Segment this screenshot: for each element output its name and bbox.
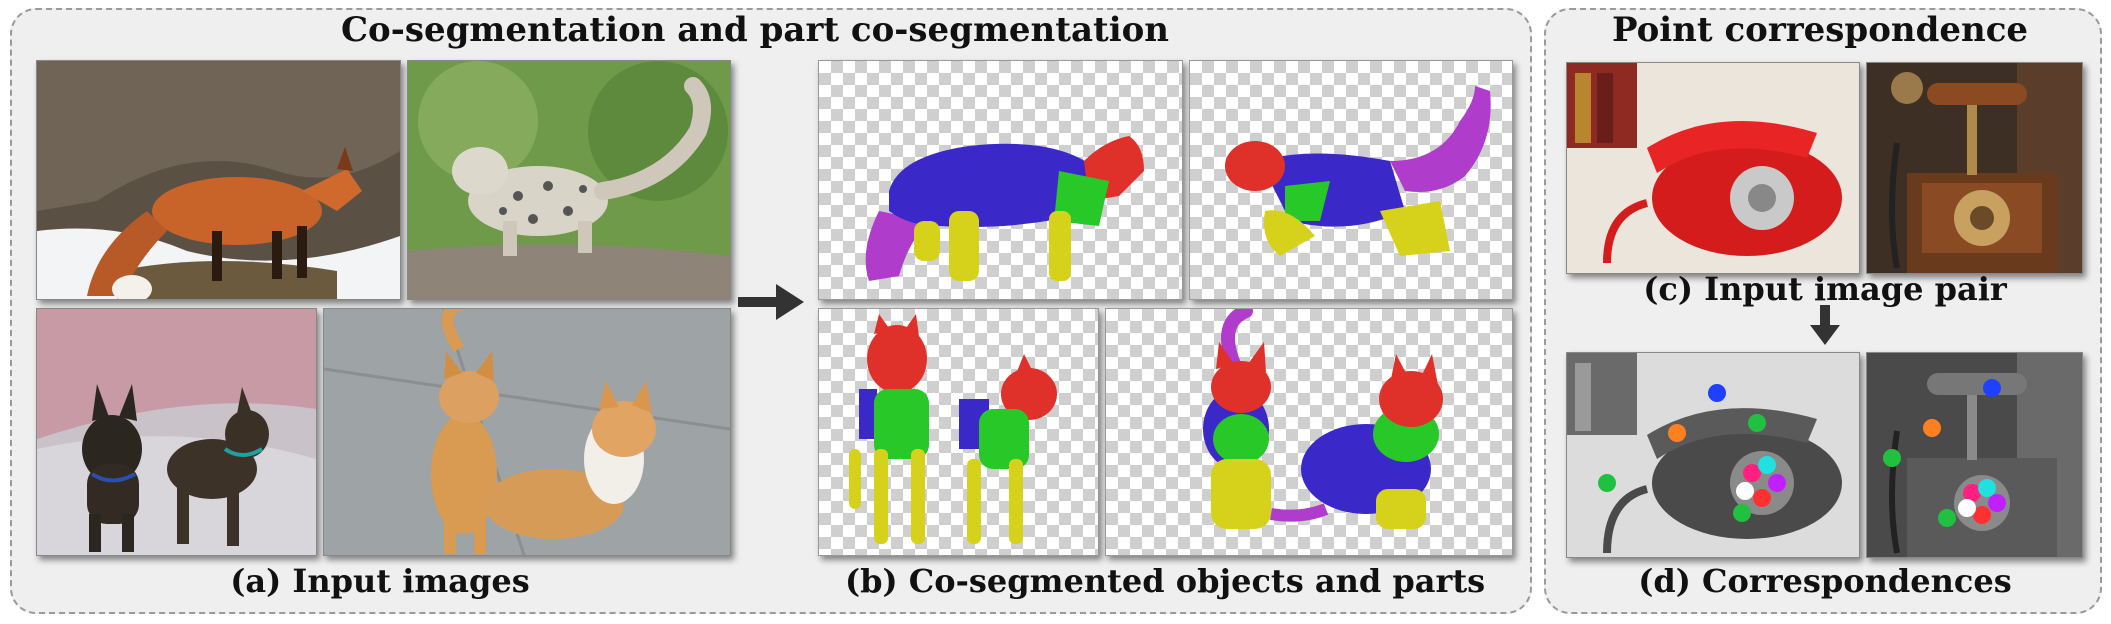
- puppies-photo: [36, 308, 317, 556]
- caption-input-images: (a) Input images: [230, 562, 530, 600]
- caption-correspondences: (d) Correspondences: [1638, 562, 2012, 600]
- cats-photo: [323, 308, 731, 556]
- segmented-leopard: [1189, 60, 1513, 300]
- correspondence-title: Point correspondence: [1611, 10, 2029, 50]
- correspondence-left-photo: [1566, 352, 1860, 558]
- segmented-puppies: [818, 308, 1099, 556]
- cosegmentation-title: Co-segmentation and part co-segmentation: [340, 10, 1170, 50]
- caption-input-pair: (c) Input image pair: [1643, 270, 2007, 308]
- segmented-cats: [1105, 308, 1513, 556]
- arrow-right-icon: [738, 284, 804, 320]
- correspondence-right-photo: [1866, 352, 2083, 558]
- red-telephone-photo: [1566, 62, 1860, 274]
- arrow-down-icon: [1810, 305, 1840, 345]
- antique-telephone-photo: [1866, 62, 2083, 274]
- caption-cosegmented: (b) Co-segmented objects and parts: [845, 562, 1486, 600]
- snow-leopard-photo: [407, 60, 731, 300]
- fox-photo: [36, 60, 401, 300]
- segmented-fox: [818, 60, 1183, 300]
